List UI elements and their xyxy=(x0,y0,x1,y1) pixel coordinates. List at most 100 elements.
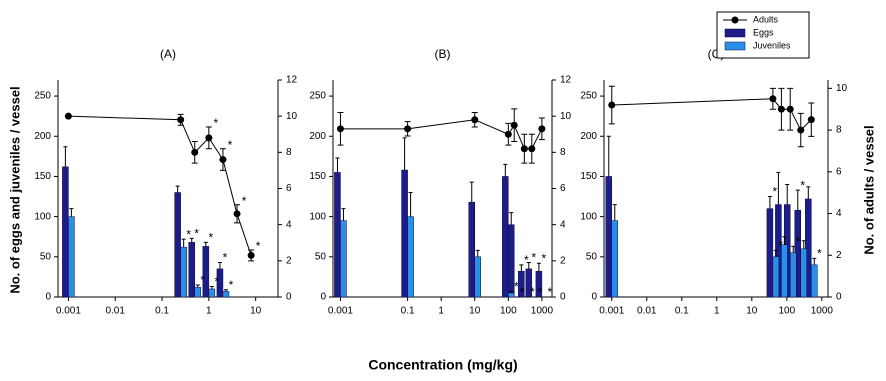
adult-point xyxy=(177,116,185,124)
adult-point xyxy=(510,121,518,129)
bar xyxy=(781,244,788,298)
legend-swatch xyxy=(724,28,746,38)
significance-marker: * xyxy=(186,227,191,241)
x-tick-label: 100 xyxy=(500,306,517,317)
y-tick-label: 0 xyxy=(591,292,597,303)
significance-marker: * xyxy=(514,280,519,294)
error-bar xyxy=(503,163,508,177)
x-tick-label: 1000 xyxy=(811,306,834,317)
adult-point xyxy=(777,105,785,113)
bar xyxy=(508,292,515,298)
significance-marker: * xyxy=(223,251,228,265)
error-bar xyxy=(812,257,817,265)
error-bar xyxy=(606,135,611,177)
bar xyxy=(174,192,181,298)
error-bar xyxy=(335,157,340,173)
error-bar xyxy=(69,208,74,217)
error-bar xyxy=(475,249,480,257)
significance-marker: * xyxy=(817,247,822,261)
y2-tick-label: 2 xyxy=(836,250,842,261)
error-bar xyxy=(782,236,787,245)
y-tick-label: 150 xyxy=(309,171,326,182)
bar xyxy=(772,256,780,298)
bar xyxy=(800,248,808,298)
y-tick-label: 0 xyxy=(320,292,326,303)
bar xyxy=(766,208,774,298)
error-bar xyxy=(767,196,772,209)
y-tick-label: 150 xyxy=(34,171,51,182)
x-tick-label: 0.001 xyxy=(599,306,624,317)
bar xyxy=(340,220,347,298)
significance-marker: * xyxy=(524,253,529,267)
y-tick-label: 50 xyxy=(586,251,598,262)
error-bar xyxy=(469,181,474,203)
bar xyxy=(62,166,69,298)
x-tick-label: 0.01 xyxy=(637,306,657,317)
error-bar xyxy=(773,249,778,257)
legend-label: Juveniles xyxy=(753,40,791,50)
y-tick-label: 100 xyxy=(34,211,51,222)
error-bar xyxy=(203,241,208,247)
y-tick-label: 0 xyxy=(45,292,51,303)
significance-marker: * xyxy=(773,185,778,199)
x-tick-label: 10 xyxy=(746,306,758,317)
y2-tick-label: 2 xyxy=(560,255,566,266)
error-bar xyxy=(408,192,413,217)
bar xyxy=(605,176,613,298)
x-tick-label: 1 xyxy=(206,306,212,317)
y2-tick-label: 8 xyxy=(286,147,292,158)
adult-point xyxy=(807,116,815,124)
error-bar xyxy=(402,137,407,171)
error-bar xyxy=(519,264,524,272)
x-tick-label: 0.01 xyxy=(105,306,125,317)
adult-point xyxy=(219,156,227,164)
x-tick-label: 1 xyxy=(438,306,444,317)
error-bar xyxy=(195,284,200,288)
y2-tick-label: 6 xyxy=(836,166,842,177)
bar xyxy=(811,264,818,298)
y2-tick-label: 0 xyxy=(560,292,566,303)
y-tick-label: 50 xyxy=(40,251,52,262)
y2-tick-label: 8 xyxy=(560,147,566,158)
x-tick-label: 0.1 xyxy=(155,306,169,317)
adult-point xyxy=(520,145,528,153)
adult-point xyxy=(769,95,777,103)
error-bar xyxy=(341,208,346,221)
y2-tick-label: 6 xyxy=(560,183,566,194)
panel-title: (A) xyxy=(160,47,176,61)
adult-point xyxy=(205,134,213,142)
y2-tick-label: 4 xyxy=(560,219,566,230)
adult-point xyxy=(247,251,255,259)
y-tick-label: 100 xyxy=(309,211,326,222)
bar xyxy=(789,252,797,298)
adult-point xyxy=(504,130,512,138)
significance-marker: * xyxy=(520,285,525,299)
bar xyxy=(68,216,75,298)
error-bar xyxy=(175,185,180,193)
adult-point xyxy=(608,101,616,109)
y2-tick-label: 12 xyxy=(286,75,298,86)
y2-tick-label: 10 xyxy=(560,111,572,122)
significance-marker: * xyxy=(228,138,233,152)
x-tick-label: 0.001 xyxy=(56,306,81,317)
error-bar xyxy=(536,262,541,272)
significance-marker: * xyxy=(542,251,547,265)
adult-point xyxy=(233,210,241,218)
y-tick-label: 250 xyxy=(580,91,597,102)
y2-axis-label: No. of adults / vessel xyxy=(861,125,876,254)
significance-marker: * xyxy=(779,239,784,253)
y2-tick-label: 0 xyxy=(836,292,842,303)
y-tick-label: 100 xyxy=(580,211,597,222)
significance-marker: * xyxy=(215,275,220,289)
bar xyxy=(334,172,341,298)
error-bar xyxy=(509,290,514,293)
bar xyxy=(502,176,509,298)
bar xyxy=(611,220,619,298)
y2-tick-label: 2 xyxy=(286,255,292,266)
y-axis-label: No. of eggs and juveniles / vessel xyxy=(7,86,22,293)
y2-tick-label: 10 xyxy=(286,111,298,122)
significance-marker: * xyxy=(530,285,535,299)
adult-point xyxy=(191,148,199,156)
significance-marker: * xyxy=(200,273,205,287)
y-tick-label: 200 xyxy=(34,131,51,142)
